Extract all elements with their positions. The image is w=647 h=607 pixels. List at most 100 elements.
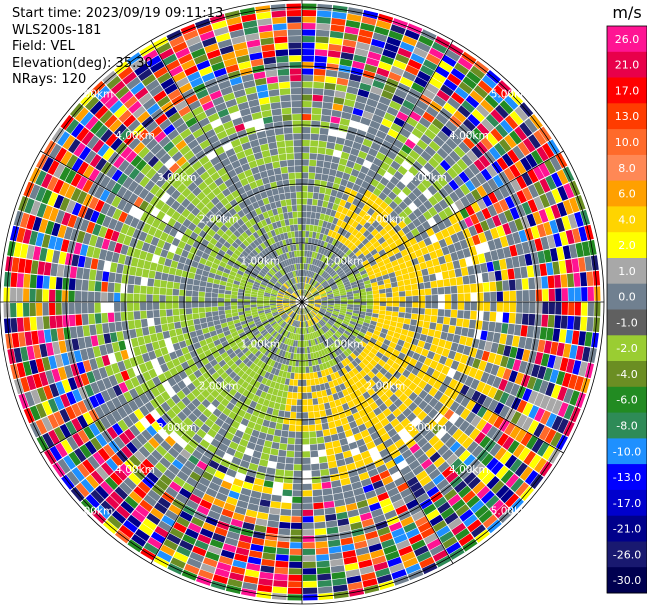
velocity-gate <box>314 49 328 57</box>
velocity-gate <box>54 354 64 368</box>
velocity-gate <box>561 302 568 315</box>
velocity-gate <box>494 142 507 157</box>
velocity-gate <box>346 13 362 22</box>
velocity-gate <box>107 282 115 293</box>
velocity-gate <box>347 581 363 591</box>
velocity-gate <box>212 288 219 294</box>
velocity-gate <box>307 198 313 205</box>
velocity-gate <box>122 264 131 275</box>
velocity-gate <box>491 461 504 475</box>
velocity-gate <box>45 249 54 263</box>
velocity-gate <box>29 184 41 200</box>
velocity-gate <box>505 493 519 508</box>
velocity-gate <box>225 334 233 341</box>
velocity-gate <box>332 486 343 494</box>
velocity-gate <box>295 431 302 438</box>
velocity-gate <box>218 237 226 245</box>
velocity-gate <box>293 477 302 484</box>
velocity-gate <box>284 306 291 310</box>
velocity-gate <box>364 175 373 184</box>
velocity-gate <box>454 381 464 393</box>
velocity-gate <box>339 383 347 391</box>
velocity-gate <box>268 328 275 334</box>
velocity-gate <box>403 355 412 364</box>
velocity-gate <box>333 492 344 501</box>
velocity-gate <box>210 580 227 591</box>
velocity-gate <box>302 88 313 95</box>
velocity-gate <box>231 331 239 338</box>
velocity-gate <box>398 383 408 393</box>
velocity-gate <box>180 234 190 243</box>
velocity-gates <box>3 3 601 601</box>
velocity-gate <box>92 346 102 358</box>
velocity-gate <box>185 338 193 347</box>
velocity-gate <box>18 196 29 212</box>
velocity-gate <box>49 315 57 329</box>
velocity-gate <box>481 181 493 195</box>
velocity-gate <box>436 147 449 159</box>
velocity-gate <box>264 323 271 329</box>
velocity-gate <box>317 285 323 291</box>
velocity-gate <box>274 567 289 575</box>
velocity-gate <box>215 343 224 351</box>
velocity-gate <box>471 402 482 415</box>
velocity-gate <box>508 220 518 233</box>
velocity-gate <box>295 320 298 327</box>
velocity-gate <box>182 218 192 228</box>
velocity-gate <box>347 509 360 518</box>
velocity-gate <box>278 310 285 314</box>
velocity-gate <box>42 432 55 448</box>
velocity-gate <box>330 116 341 124</box>
velocity-gate <box>350 168 360 178</box>
velocity-gate <box>231 294 238 299</box>
velocity-gate <box>405 336 413 344</box>
velocity-gate <box>332 310 340 314</box>
velocity-gate <box>224 384 233 393</box>
velocity-gate <box>70 187 82 202</box>
velocity-gate <box>324 286 331 291</box>
velocity-gate <box>309 159 317 167</box>
velocity-gate <box>340 263 347 270</box>
velocity-gate <box>239 534 252 544</box>
velocity-gate <box>319 328 325 335</box>
velocity-gate <box>450 285 458 294</box>
velocity-gate <box>477 292 484 302</box>
velocity-gate <box>344 408 352 417</box>
velocity-gate <box>354 177 364 186</box>
velocity-gate <box>76 176 88 190</box>
velocity-gate <box>360 400 369 409</box>
velocity-gate <box>437 130 449 143</box>
velocity-gate <box>276 299 283 301</box>
velocity-gate <box>379 306 386 311</box>
velocity-gate <box>358 209 367 218</box>
velocity-gate <box>209 359 218 367</box>
velocity-gate <box>321 296 328 299</box>
velocity-gate <box>276 317 282 323</box>
velocity-gate <box>284 470 294 477</box>
velocity-gate <box>393 196 403 206</box>
velocity-gate <box>403 387 413 397</box>
velocity-gate <box>228 351 237 359</box>
velocity-gate <box>339 118 350 126</box>
velocity-gate <box>375 224 384 233</box>
velocity-gate <box>292 333 296 340</box>
velocity-gate <box>394 389 404 398</box>
velocity-gate <box>557 418 569 434</box>
velocity-gate <box>26 214 36 230</box>
velocity-gate <box>449 191 460 203</box>
velocity-gate <box>39 247 48 262</box>
velocity-gate <box>395 504 408 515</box>
velocity-gate <box>192 290 199 297</box>
velocity-gate <box>259 336 266 343</box>
velocity-gate <box>120 302 127 312</box>
velocity-gate <box>172 459 184 470</box>
velocity-gate <box>283 323 288 329</box>
velocity-gate <box>214 470 226 480</box>
velocity-gate <box>367 411 377 420</box>
velocity-gate <box>463 167 475 180</box>
velocity-gate <box>42 357 51 371</box>
velocity-gate <box>449 475 463 488</box>
velocity-gate <box>204 418 215 428</box>
velocity-gate <box>256 438 265 446</box>
velocity-gate <box>85 474 100 489</box>
